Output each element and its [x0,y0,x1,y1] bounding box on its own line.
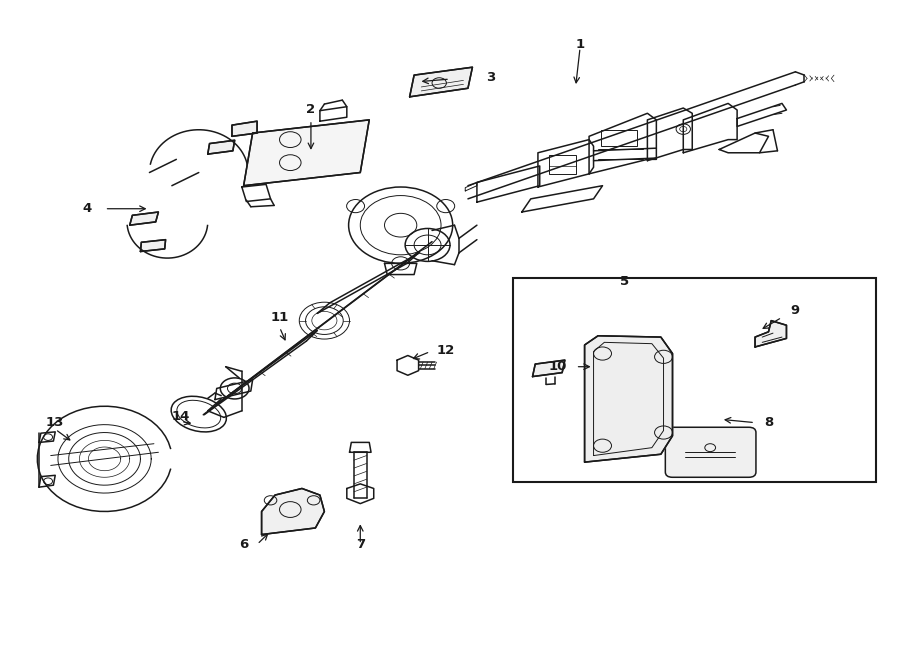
Text: 2: 2 [306,104,316,116]
Text: 7: 7 [356,538,364,551]
Text: 3: 3 [486,71,495,83]
Text: 5: 5 [620,274,629,288]
Text: 8: 8 [764,416,773,429]
Text: 6: 6 [239,538,248,551]
Text: 14: 14 [172,410,190,422]
Polygon shape [533,360,565,377]
Text: 1: 1 [575,38,585,51]
Polygon shape [130,212,158,225]
Polygon shape [410,67,472,97]
Text: 10: 10 [548,360,567,373]
Text: 4: 4 [82,202,91,215]
Polygon shape [208,140,235,154]
Polygon shape [244,120,369,186]
Bar [600,130,636,146]
Polygon shape [755,321,787,347]
Bar [549,155,576,174]
Polygon shape [585,336,672,462]
Bar [513,278,877,482]
Text: 12: 12 [436,344,454,357]
Polygon shape [262,488,324,535]
Text: 13: 13 [46,416,65,429]
Polygon shape [232,121,257,136]
Text: 11: 11 [270,311,289,324]
Polygon shape [140,240,166,252]
Text: 9: 9 [791,304,800,317]
FancyBboxPatch shape [665,427,756,477]
